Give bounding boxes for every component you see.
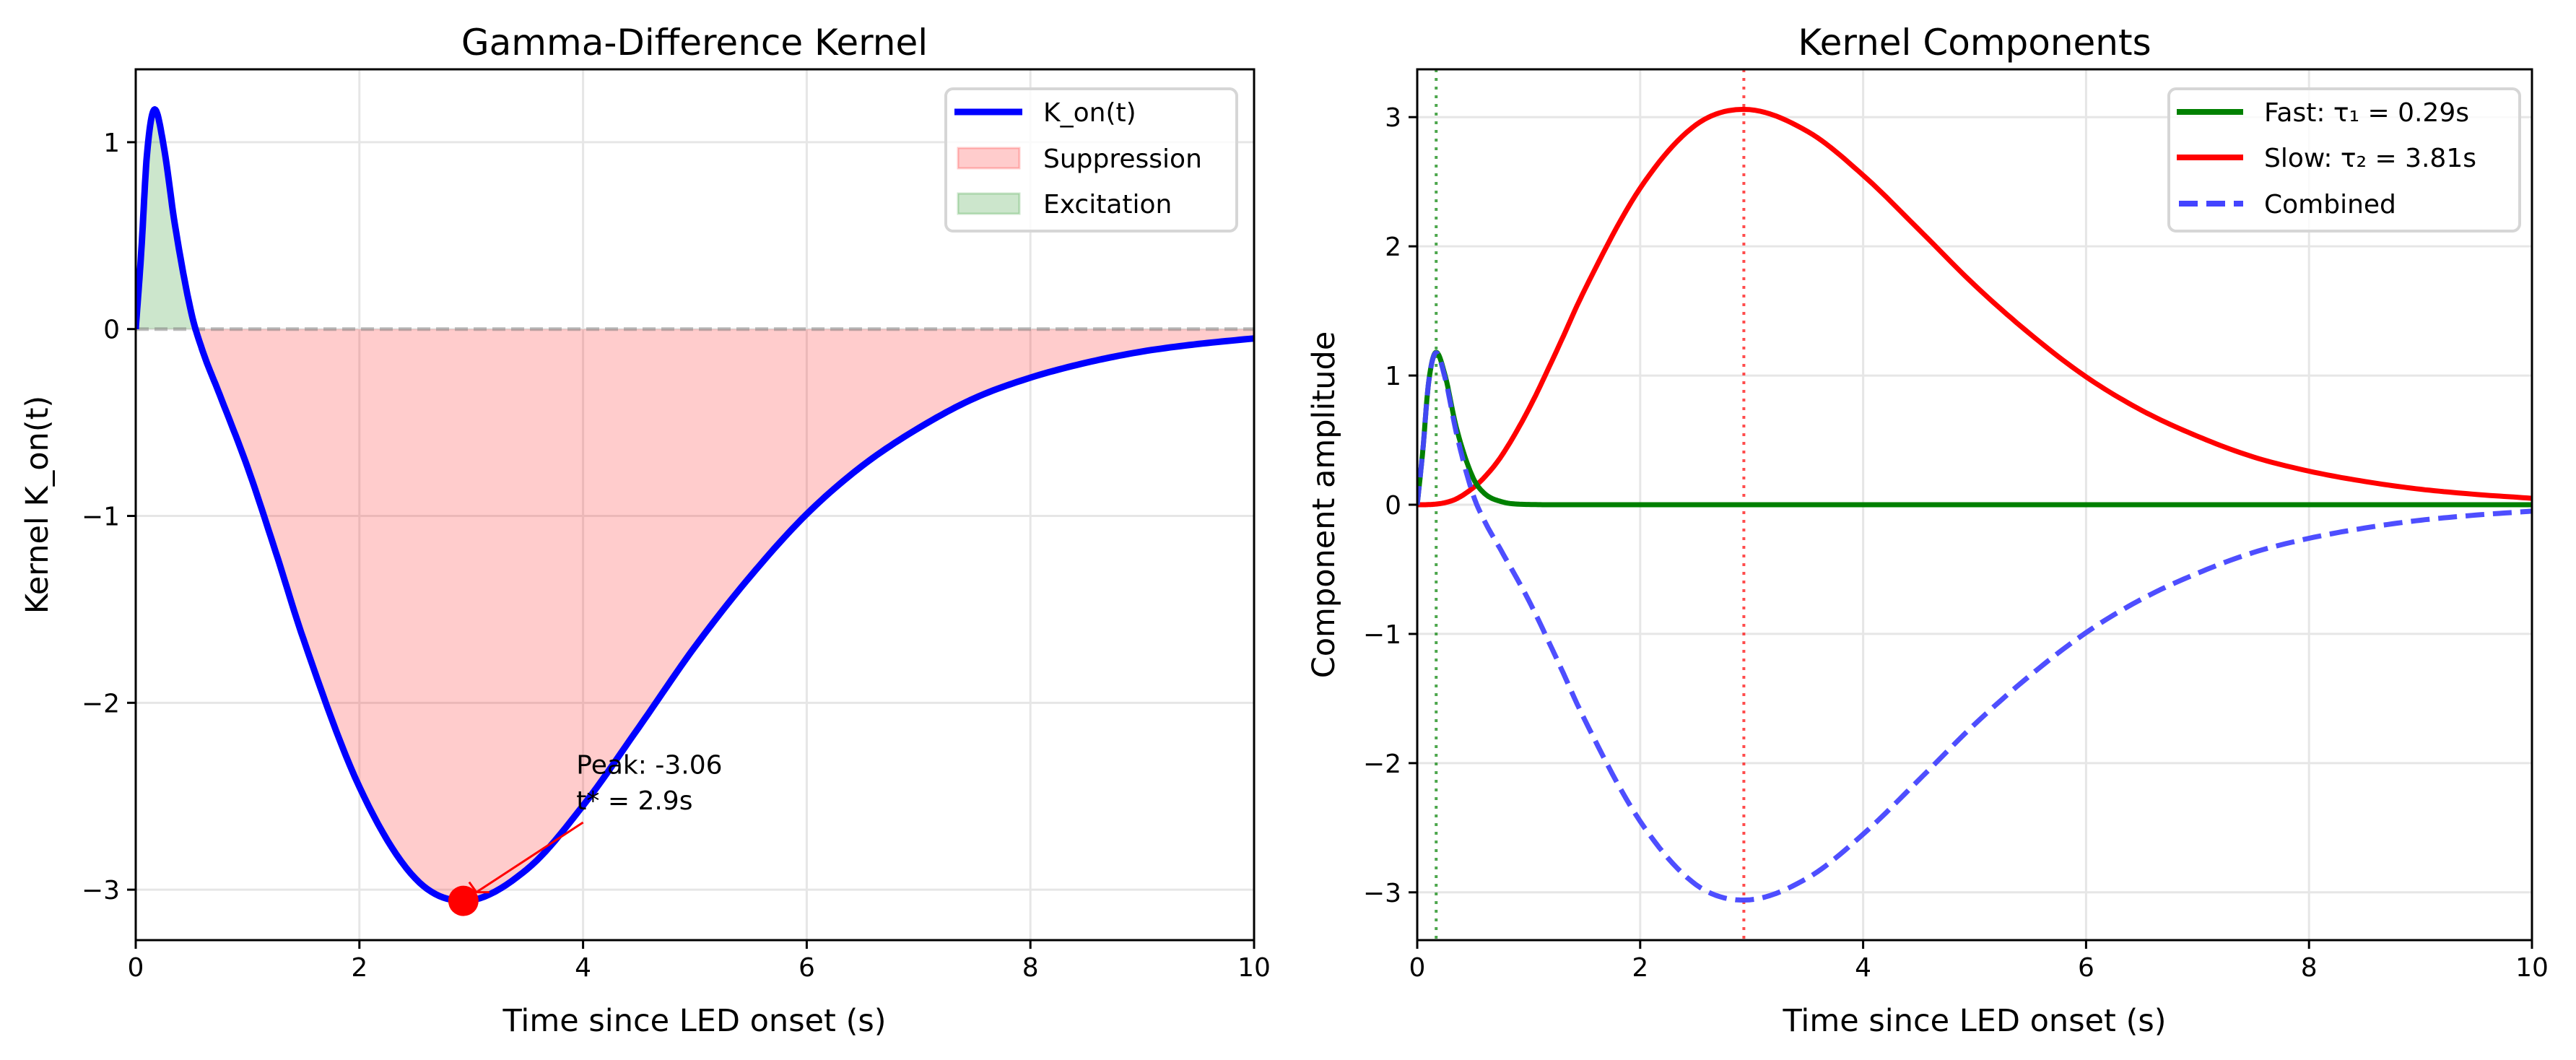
x-tick-label: 8 <box>1022 953 1039 983</box>
y-tick-label: −3 <box>82 876 120 905</box>
legend-label-combined: Combined <box>2264 190 2396 220</box>
y-tick-label: 0 <box>1385 491 1401 521</box>
annotation-text-peak: Peak: -3.06 <box>576 751 722 781</box>
legend-handle-excitation <box>957 192 1021 215</box>
y-axis-label: Kernel K_on(t) <box>19 396 56 614</box>
y-tick-label: 3 <box>1385 103 1401 133</box>
legend: Fast: τ₁ = 0.29s Slow: τ₂ = 3.81s Combined <box>2167 87 2521 233</box>
y-tick-label: −1 <box>1363 620 1401 650</box>
y-tick-label: 1 <box>103 129 120 158</box>
x-tick-label: 8 <box>2301 953 2318 983</box>
annotation-text-time: t* = 2.9s <box>576 786 692 816</box>
x-tick-label: 4 <box>1855 953 1871 983</box>
chart-title: Kernel Components <box>1798 22 2151 64</box>
x-tick-label: 10 <box>2515 953 2549 983</box>
y-tick-label: −2 <box>1363 750 1401 779</box>
y-tick-label: 0 <box>103 316 120 345</box>
legend-handle-suppression <box>957 147 1021 170</box>
y-tick-label: 2 <box>1385 233 1401 262</box>
series-line-combined <box>1417 350 2532 903</box>
y-tick-label: −2 <box>82 689 120 718</box>
legend-box <box>944 87 1238 233</box>
annotation-arrowhead <box>468 881 489 894</box>
plot-area <box>136 106 1254 905</box>
y-axis-label: Component amplitude <box>1306 331 1342 679</box>
chart-title: Gamma-Difference Kernel <box>461 22 928 64</box>
legend-box <box>2167 87 2521 233</box>
legend: K_on(t) Suppression Excitation <box>944 87 1238 233</box>
legend-label-k-on: K_on(t) <box>1043 98 1136 128</box>
x-tick-label: 2 <box>1632 953 1648 983</box>
plot-area <box>1417 69 2532 940</box>
legend-label-fast: Fast: τ₁ = 0.29s <box>2264 98 2469 128</box>
y-tick-label: 1 <box>1385 362 1401 391</box>
series-line-slow <box>1417 107 2532 508</box>
x-tick-label: 4 <box>575 953 591 983</box>
x-axis-label: Time since LED onset (s) <box>1782 1003 2166 1039</box>
series-line-fast <box>1417 349 2532 508</box>
x-tick-label: 2 <box>351 953 367 983</box>
legend-label-suppression: Suppression <box>1043 144 1202 174</box>
components-chart: Kernel Components Time since LED onset (… <box>1306 22 2549 1039</box>
x-tick-label: 0 <box>128 953 144 983</box>
peak-marker <box>448 885 479 916</box>
y-tick-label: −1 <box>82 503 120 532</box>
legend-label-slow: Slow: τ₂ = 3.81s <box>2264 144 2476 173</box>
x-tick-label: 0 <box>1409 953 1426 983</box>
x-tick-label: 6 <box>799 953 815 983</box>
legend-label-excitation: Excitation <box>1043 190 1172 220</box>
suppression-fill <box>136 329 1254 901</box>
axes-frame <box>134 68 1256 942</box>
y-tick-label: −3 <box>1363 879 1401 908</box>
x-tick-label: 10 <box>1237 953 1271 983</box>
x-tick-label: 6 <box>2078 953 2094 983</box>
x-axis-label: Time since LED onset (s) <box>502 1003 886 1039</box>
annotation-arrow <box>476 821 584 893</box>
kernel-chart: Gamma-Difference Kernel Time since LED o… <box>19 22 1271 1039</box>
